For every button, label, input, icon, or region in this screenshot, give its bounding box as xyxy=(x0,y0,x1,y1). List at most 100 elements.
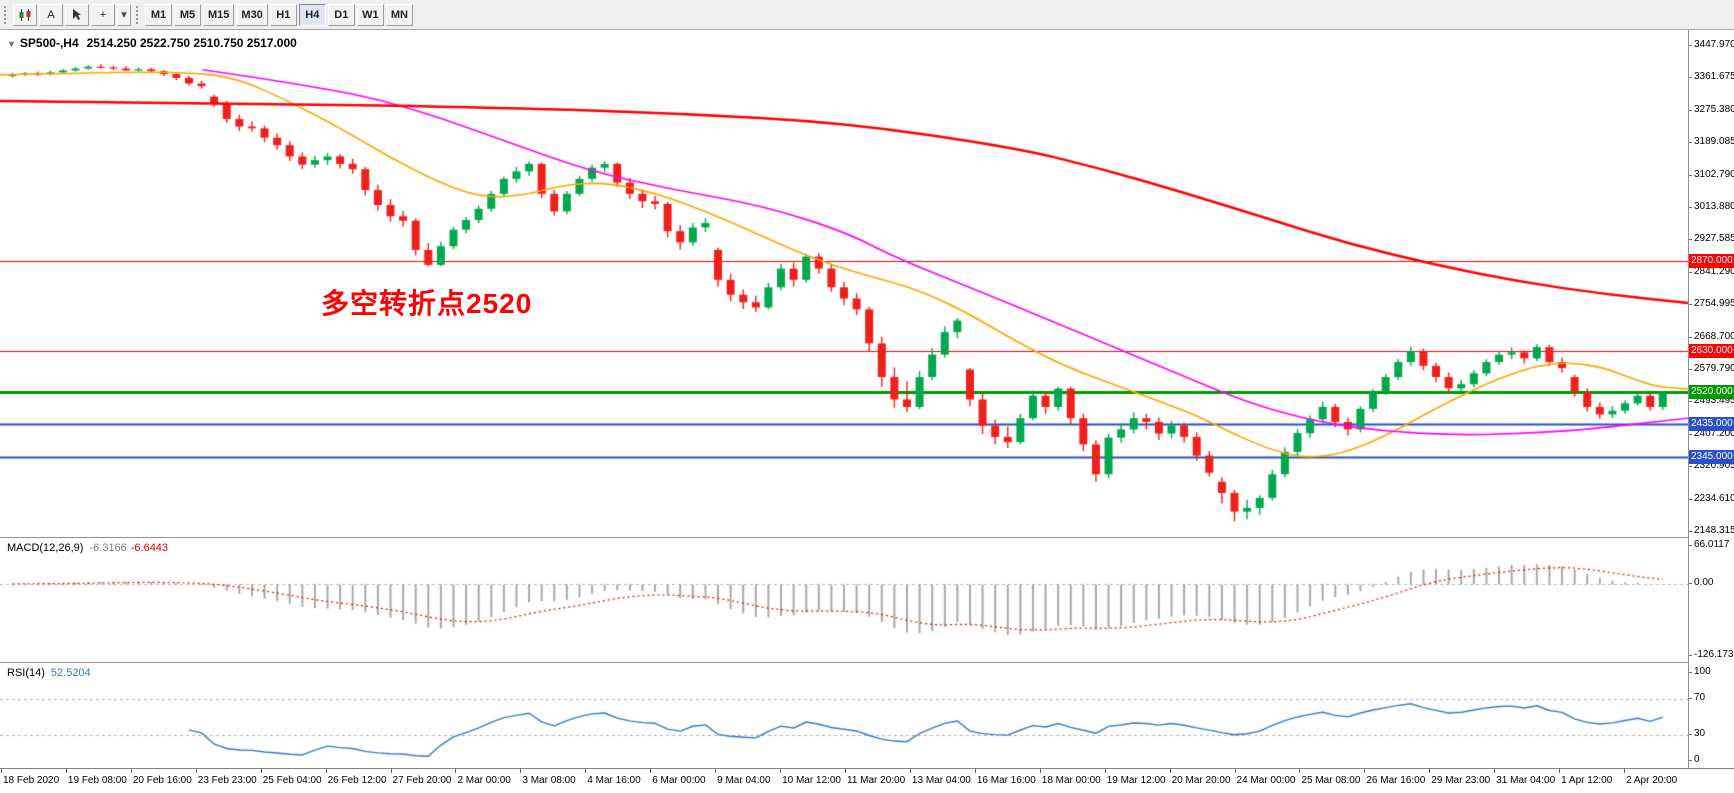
price-tick-label: 2148.315 xyxy=(1694,525,1734,536)
price-tick-label: 3361.675 xyxy=(1694,71,1734,83)
time-tick-label: 25 Mar 08:00 xyxy=(1301,775,1361,786)
time-tick-label: 18 Mar 00:00 xyxy=(1041,775,1101,786)
price-tick-mark xyxy=(1688,369,1692,370)
time-tick-mark xyxy=(909,769,911,773)
timeframe-button-m30[interactable]: M30 xyxy=(236,3,268,26)
annotate-button[interactable]: A xyxy=(39,3,63,26)
timeframe-button-h4[interactable]: H4 xyxy=(298,3,326,26)
timeframe-button-h1[interactable]: H1 xyxy=(269,3,297,26)
timeframe-toolbar-grip[interactable] xyxy=(135,4,140,25)
macd-tick-mark xyxy=(1688,655,1692,656)
rsi-panel[interactable]: RSI(14) 52.5204 xyxy=(0,662,1688,769)
time-tick-label: 11 Mar 20:00 xyxy=(847,775,906,786)
time-tick-mark xyxy=(780,769,782,773)
price-tick-mark xyxy=(1688,271,1692,273)
hline-price-badge: 2520.000 xyxy=(1688,385,1734,399)
price-tick-label: 2754.995 xyxy=(1694,298,1734,310)
rsi-tick-label: 0 xyxy=(1694,754,1700,765)
time-tick-label: 26 Mar 16:00 xyxy=(1366,775,1426,786)
time-tick-mark xyxy=(130,769,132,773)
hline-price-badge: 2870.000 xyxy=(1688,254,1734,269)
rsi-tick-mark xyxy=(1688,733,1692,735)
price-tick-label: 3447.970 xyxy=(1694,39,1734,50)
price-tick-mark xyxy=(1688,336,1692,338)
time-tick-label: 27 Feb 20:00 xyxy=(392,775,452,786)
time-tick-label: 16 Mar 16:00 xyxy=(976,775,1036,786)
price-tick-mark xyxy=(1688,304,1692,306)
time-tick-mark xyxy=(974,769,976,773)
time-tick-label: 29 Mar 23:00 xyxy=(1431,775,1491,786)
axis-separator xyxy=(1688,30,1689,768)
price-tick-label: 2234.610 xyxy=(1694,492,1734,504)
rsi-label: RSI(14) xyxy=(7,667,45,679)
macd-axis[interactable]: 66.0117 0.00 -126.173 xyxy=(1688,537,1734,662)
collapse-arrow-icon[interactable]: ▼ xyxy=(7,39,16,49)
time-tick-mark xyxy=(1364,769,1366,773)
price-tick-label: 3189.085 xyxy=(1694,136,1734,148)
price-axis[interactable]: 3447.970 3361.675 3275.380 3189.085 3102.790… xyxy=(1688,30,1734,537)
time-tick-mark xyxy=(1429,769,1431,773)
macd-label: MACD(12,26,9) xyxy=(7,542,84,554)
timeframe-toolbar: M1 M5 M15 M30 H1 H4 D1 W1 MN xyxy=(144,3,414,26)
time-tick-label: 2 Apr 20:00 xyxy=(1626,775,1678,786)
price-tick-label: 3102.790 xyxy=(1694,168,1734,180)
time-tick-mark xyxy=(1,769,2,773)
price-tick-label: 2493.495 xyxy=(1694,395,1734,407)
time-tick-mark xyxy=(325,769,327,773)
main-chart-panel[interactable]: ▼ SP500-,H4 2514.250 2522.750 2510.750 251… xyxy=(0,30,1688,537)
time-tick-label: 4 Mar 16:00 xyxy=(587,775,641,786)
price-tick-mark xyxy=(1688,433,1692,435)
toolbar: A + ▾ M1 M5 M15 M30 H1 H4 D1 W1 MN xyxy=(0,0,1734,30)
price-tick-label: 2320.905 xyxy=(1694,460,1734,472)
timeframe-button-m5[interactable]: M5 xyxy=(174,3,201,26)
time-axis[interactable]: 18 Feb 2020 19 Feb 08:00 20 Feb 16:00 23 Fe… xyxy=(0,768,1734,793)
ohlc-label: 2514.250 2522.750 2510.750 2517.000 xyxy=(86,36,297,50)
timeframe-button-m1[interactable]: M1 xyxy=(145,3,172,26)
candlestick-chart-icon xyxy=(18,8,32,22)
time-tick-mark xyxy=(260,769,262,773)
timeframe-button-mn[interactable]: MN xyxy=(385,3,413,26)
annotation-text[interactable]: 多空转折点2520 xyxy=(321,288,533,319)
time-tick-label: 20 Feb 16:00 xyxy=(132,775,192,786)
cursor-button[interactable] xyxy=(65,3,89,26)
time-tick-mark xyxy=(1494,769,1496,773)
price-chart-canvas[interactable] xyxy=(0,30,1688,537)
rsi-value: 52.5204 xyxy=(50,667,91,679)
hline-price-badge: 2345.000 xyxy=(1688,450,1734,465)
price-tick-mark xyxy=(1688,174,1692,176)
time-tick-mark xyxy=(650,769,652,773)
time-tick-mark xyxy=(1039,769,1041,773)
macd-canvas[interactable] xyxy=(0,538,1688,663)
time-tick-label: 24 Mar 00:00 xyxy=(1236,775,1296,786)
price-tick-label: 2668.700 xyxy=(1694,330,1734,342)
rsi-canvas[interactable] xyxy=(0,663,1688,769)
macd-panel[interactable]: MACD(12,26,9) -6.3166 -6.6443 xyxy=(0,537,1688,663)
crosshair-button[interactable]: + xyxy=(91,3,115,26)
chevron-down-icon[interactable]: ▾ xyxy=(117,3,131,26)
timeframe-button-w1[interactable]: W1 xyxy=(356,3,384,26)
hline-price-badge: 2435.000 xyxy=(1688,416,1734,431)
time-tick-mark xyxy=(1104,769,1106,773)
macd-main-value: -6.3166 xyxy=(89,542,127,554)
price-tick-mark xyxy=(1688,498,1692,500)
rsi-tick-mark xyxy=(1688,698,1692,700)
rsi-tick-mark xyxy=(1688,672,1692,673)
price-tick-mark xyxy=(1688,531,1692,532)
time-tick-label: 19 Feb 08:00 xyxy=(67,775,127,786)
price-tick-mark xyxy=(1688,142,1692,144)
price-tick-mark xyxy=(1688,207,1692,208)
macd-tick-label: -126.173 xyxy=(1694,649,1734,660)
timeframe-button-d1[interactable]: D1 xyxy=(327,3,355,26)
chart-type-button[interactable] xyxy=(13,3,37,26)
price-tick-label: 2841.290 xyxy=(1694,265,1734,277)
time-tick-mark xyxy=(1299,769,1301,773)
rsi-axis[interactable]: 100 70 30 0 xyxy=(1688,662,1734,768)
rsi-tick-mark xyxy=(1688,760,1692,761)
time-tick-mark xyxy=(195,769,197,773)
timeframe-button-m15[interactable]: M15 xyxy=(203,3,235,26)
price-tick-mark xyxy=(1688,45,1692,46)
toolbar-grip[interactable] xyxy=(3,4,8,25)
price-tick-label: 2579.790 xyxy=(1694,363,1734,374)
price-tick-mark xyxy=(1688,466,1692,468)
